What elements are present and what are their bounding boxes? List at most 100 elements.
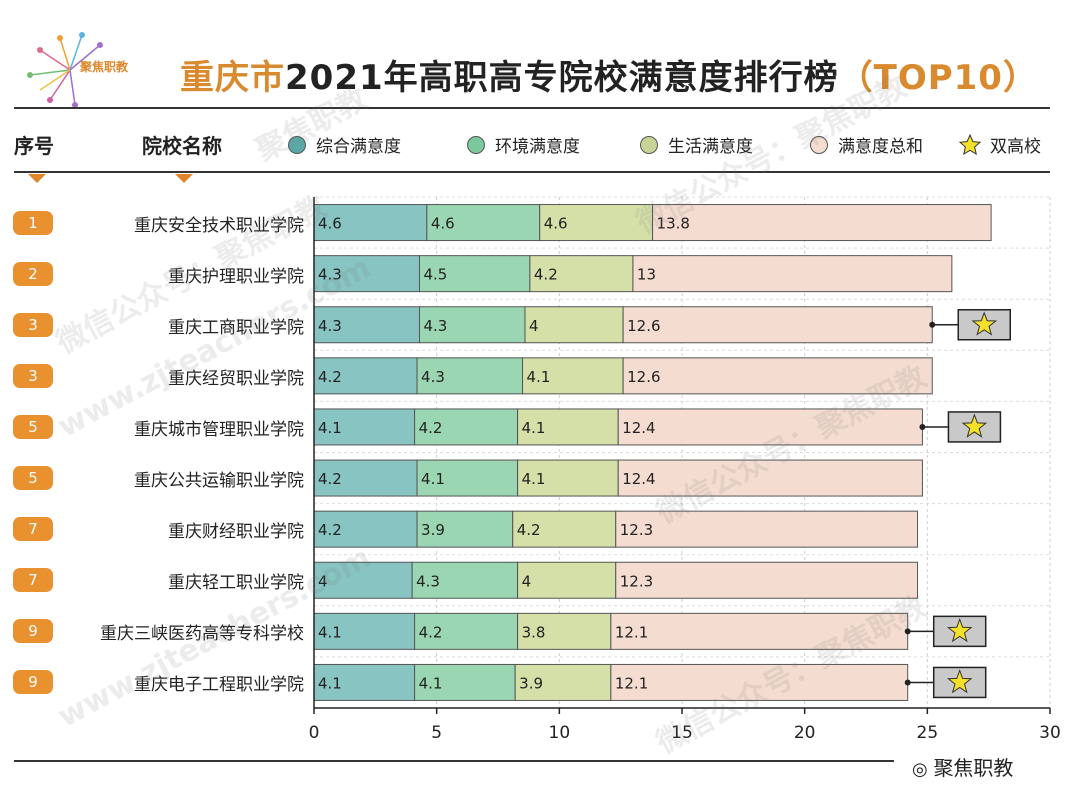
bar-segment [416,510,514,548]
bar-segment [426,204,541,242]
data-label: 4.6 [544,215,568,233]
weibo-icon: ◎ [912,759,934,780]
data-label: 12.1 [615,623,648,641]
rank-marker-icon [28,174,46,183]
bar-segment [313,255,420,293]
bar-segment [418,306,526,344]
bar-segment [610,663,909,701]
star-icon [946,669,973,694]
column-header-rank: 序号 [14,134,54,158]
bar-segment [414,408,519,446]
legend-label-total: 满意度总和 [838,137,923,157]
legend-label-double-high: 双高校 [990,137,1041,157]
title-main: 2021年高职高专院校满意度排行榜 [285,58,839,98]
rank-badge: 1 [13,210,53,235]
title-divider [14,107,1050,109]
school-name: 重庆护理职业学院 [168,266,304,287]
star-icon [971,311,998,336]
bar-segment [416,357,524,395]
data-label: 12.4 [622,470,655,488]
legend-item-overall: 综合满意度 [288,132,401,157]
data-label: 4.3 [421,368,445,386]
data-label: 4.2 [419,419,443,437]
star-icon [958,133,982,155]
legend-swatch-total [810,135,828,154]
data-label: 4.2 [318,521,342,539]
header-divider [14,171,1050,173]
bar-segment [313,561,413,599]
school-name: 重庆经贸职业学院 [168,368,304,389]
bar-segment [529,255,634,293]
data-label: 4.1 [527,368,551,386]
legend-swatch-life [640,135,658,154]
x-tick-label: 0 [309,723,320,743]
bar-segment [652,204,992,242]
data-label: 13 [637,266,656,284]
data-label: 4.1 [522,419,546,437]
legend-item-life: 生活满意度 [640,132,753,157]
data-label: 13.8 [657,215,690,233]
bar-segment [615,510,919,548]
x-tick-label: 25 [917,723,939,743]
school-name: 重庆三峡医药高等专科学校 [100,624,304,645]
legend-item-double-high: 双高校 [958,132,1041,157]
school-name: 重庆公共运输职业学院 [134,471,304,492]
data-label: 4.1 [421,470,445,488]
data-label: 4.1 [318,419,342,437]
bar-segment [313,612,416,650]
double-high-dot [919,423,926,430]
data-label: 4.2 [318,368,342,386]
data-label: 4.3 [416,572,440,590]
rank-badge: 3 [13,363,53,388]
rank-badge: 9 [13,670,53,695]
bar-segment [313,357,418,395]
brand-logo-text: 聚焦职教 [80,60,129,74]
page-title: 重庆市2021年高职高专院校满意度排行榜（TOP10） [180,50,1038,99]
data-label: 4.1 [522,470,546,488]
bar-segment [512,510,617,548]
data-label: 12.3 [620,521,653,539]
legend-label-environment: 环境满意度 [495,137,580,157]
data-label: 12.1 [615,674,648,692]
bar-segment [517,408,619,446]
star-icon [961,413,988,438]
legend-item-total: 满意度总和 [810,132,923,157]
title-city: 重庆市 [180,58,285,98]
school-name: 重庆电子工程职业学院 [134,675,304,696]
data-label: 4.2 [534,266,558,284]
bar-segment [313,204,428,242]
data-label: 12.6 [627,368,660,386]
bar-segment [514,663,612,701]
data-label: 4.2 [517,521,541,539]
bar-segment [610,612,909,650]
x-tick-label: 15 [671,723,693,743]
bar-segment [411,561,519,599]
data-label: 3.9 [421,521,445,539]
data-label: 4.3 [318,317,342,335]
legend-label-life: 生活满意度 [668,137,753,157]
double-high-dot [904,679,911,686]
rank-badge: 7 [13,568,53,593]
legend-item-environment: 环境满意度 [467,132,580,157]
bar-segment [414,663,516,701]
bar-segment [617,459,923,497]
rank-badge: 3 [13,312,53,337]
bar-segment [617,408,923,446]
data-label: 12.4 [622,419,655,437]
x-tick-label: 10 [549,723,571,743]
rank-badge: 5 [13,466,53,491]
bar-segment [622,357,933,395]
bar-segment [622,306,933,344]
bar-segment [522,357,624,395]
footer-brand: ◎ 聚焦职教 [912,752,1013,781]
rank-badge: 5 [13,414,53,439]
x-tick-label: 30 [1039,723,1061,743]
data-label: 4.2 [419,623,443,641]
rank-badge: 7 [13,517,53,542]
data-label: 3.9 [519,674,543,692]
data-label: 4.1 [318,623,342,641]
bar-segment [615,561,919,599]
school-marker-icon [175,174,193,183]
school-name: 重庆安全技术职业学院 [134,215,304,236]
